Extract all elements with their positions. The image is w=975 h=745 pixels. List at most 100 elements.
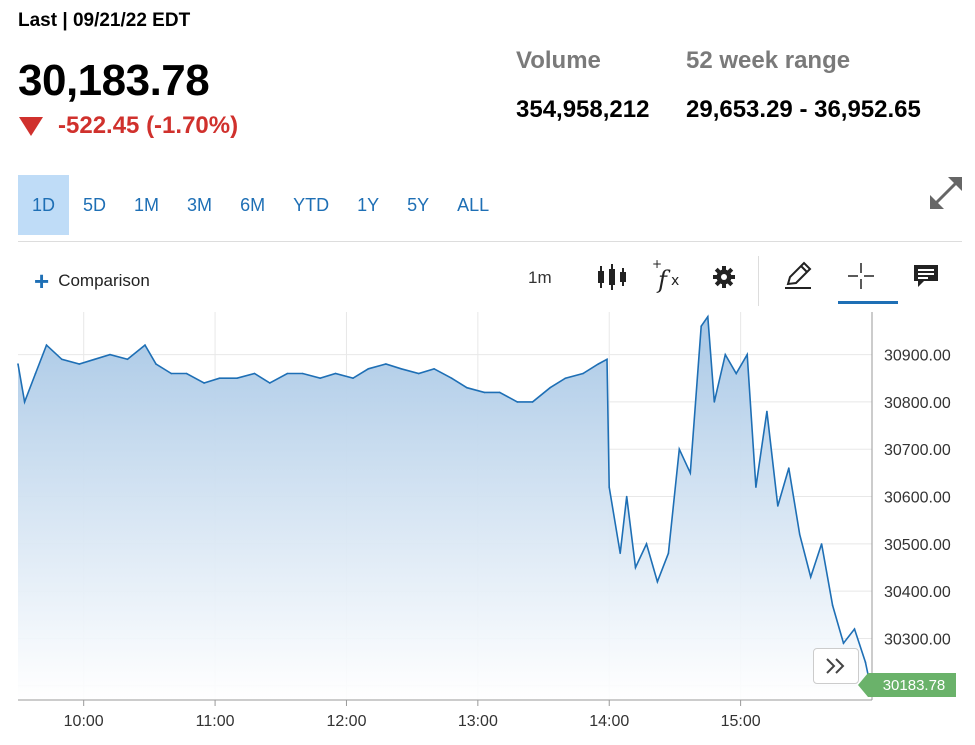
price-chart[interactable]: 30900.00 30800.00 30700.00 30600.00 30500.00… (0, 306, 975, 745)
last-timestamp: Last | 09/21/22 EDT (18, 10, 191, 31)
data-point (203, 382, 205, 384)
x-tick-label: 11:00 (196, 713, 235, 730)
price-area (18, 316, 872, 700)
data-point (777, 505, 779, 507)
down-triangle-icon (19, 117, 43, 136)
data-point (619, 552, 621, 555)
data-point (713, 401, 716, 403)
tabs-divider (18, 241, 962, 242)
data-point (483, 391, 486, 394)
data-point (531, 401, 534, 403)
y-tick-label: 30800.00 (884, 395, 951, 412)
data-point (286, 372, 289, 375)
x-tick-label: 10:00 (64, 713, 104, 730)
data-point (466, 386, 468, 389)
tab-1y[interactable]: 1Y (357, 195, 380, 215)
double-chevron-right-icon (826, 658, 845, 674)
plus-icon: + (34, 266, 50, 296)
comparison-button[interactable]: + Comparison (34, 266, 150, 296)
data-point (23, 401, 26, 403)
data-point (155, 363, 157, 365)
data-point (352, 377, 354, 380)
y-tick-label: 30300.00 (884, 631, 951, 648)
data-point (625, 495, 628, 498)
data-point (820, 543, 823, 545)
last-price-label: 30183.78 (883, 677, 946, 694)
data-point (185, 372, 188, 375)
price-line (17, 314, 873, 694)
data-point (334, 372, 337, 375)
data-point (766, 410, 768, 413)
last-price-badge: 30183.78 (858, 673, 956, 697)
y-tick-label: 30600.00 (884, 490, 951, 507)
comment-icon[interactable] (912, 263, 940, 294)
data-point (253, 372, 256, 375)
tab-6m[interactable]: 6M (240, 195, 266, 215)
range-tabs: 1D 5D 1M 3M 6M YTD 1Y 5Y ALL (18, 175, 503, 235)
data-point (269, 382, 271, 384)
x-tick-label: 12:00 (326, 713, 366, 730)
pencil-icon[interactable] (783, 260, 813, 295)
tab-5y[interactable]: 5Y (407, 195, 430, 215)
gear-icon[interactable] (712, 265, 736, 294)
data-point (798, 533, 801, 536)
y-tick-label: 30500.00 (884, 537, 951, 554)
data-point (498, 391, 501, 394)
function-icon[interactable]: + f x (650, 257, 684, 299)
crosshair-icon[interactable] (846, 261, 876, 296)
candlestick-icon[interactable] (596, 262, 628, 297)
data-point (645, 543, 648, 545)
interval-selector[interactable]: 1m (528, 268, 552, 287)
data-point (667, 552, 670, 555)
data-point (516, 401, 519, 403)
data-point (831, 604, 834, 607)
data-point (606, 358, 608, 361)
x-tick-label: 15:00 (721, 713, 761, 730)
tab-5d[interactable]: 5D (83, 195, 107, 215)
tab-1d[interactable]: 1D (18, 175, 70, 235)
y-tick-label: 30400.00 (884, 584, 951, 601)
data-point (93, 358, 96, 361)
x-tick-label: 14:00 (589, 713, 629, 730)
data-point (582, 372, 584, 375)
data-point (735, 372, 737, 375)
data-point (597, 363, 600, 365)
data-point (144, 344, 146, 346)
tab-ytd[interactable]: YTD (293, 195, 330, 215)
tab-all[interactable]: ALL (457, 195, 490, 215)
comparison-label: Comparison (58, 271, 150, 290)
data-point (842, 642, 845, 644)
data-point (417, 372, 420, 375)
volume-label: Volume (516, 47, 601, 74)
data-point (367, 368, 370, 370)
data-point (45, 344, 48, 346)
price-change: -522.45 (-1.70%) (18, 112, 238, 140)
toolbar-divider (758, 256, 759, 306)
data-point (78, 363, 81, 365)
data-point (170, 372, 173, 375)
data-point (809, 576, 812, 578)
expand-icon[interactable] (926, 173, 966, 218)
tab-3m[interactable]: 3M (187, 195, 213, 215)
data-point (385, 363, 387, 365)
x-tick-label: 13:00 (458, 713, 498, 730)
data-point (450, 377, 453, 380)
data-point (61, 358, 63, 361)
tab-1m[interactable]: 1M (134, 195, 160, 215)
scroll-to-latest-button[interactable] (813, 648, 859, 684)
svg-text:f: f (656, 266, 671, 294)
range-label: 52 week range (686, 47, 851, 74)
data-point (301, 372, 304, 375)
active-tool-indicator (838, 301, 898, 304)
data-point (608, 486, 610, 488)
data-point (700, 325, 702, 328)
data-point (689, 472, 692, 474)
data-point (433, 368, 435, 370)
data-point (707, 315, 709, 318)
data-point (236, 377, 238, 380)
data-point (109, 353, 111, 356)
data-point (678, 448, 681, 451)
data-point (400, 368, 403, 370)
data-point (755, 486, 757, 488)
y-tick-label: 30900.00 (884, 348, 951, 365)
